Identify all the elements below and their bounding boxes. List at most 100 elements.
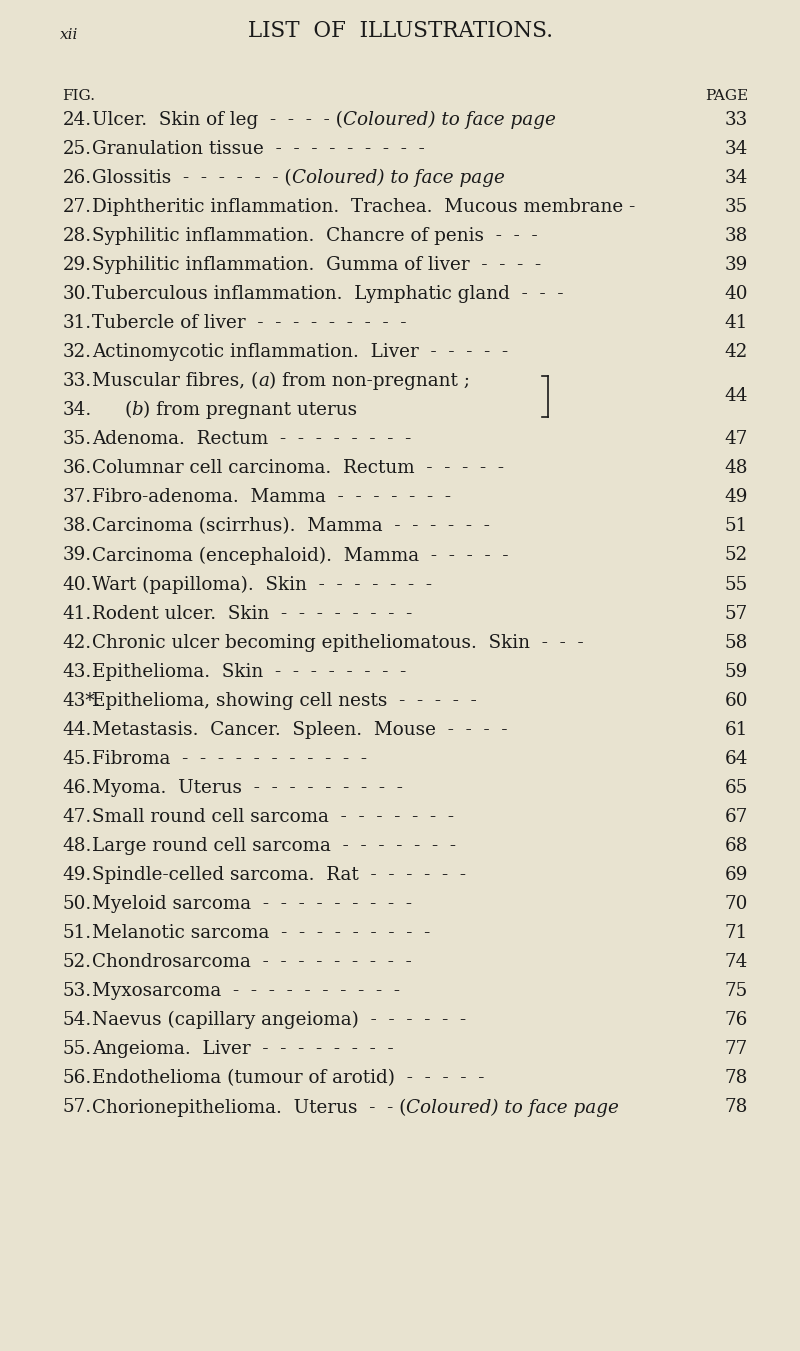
Text: 60: 60 bbox=[725, 692, 748, 709]
Text: a: a bbox=[258, 372, 270, 390]
Text: (: ( bbox=[124, 401, 131, 419]
Text: Granulation tissue  -  -  -  -  -  -  -  -  -: Granulation tissue - - - - - - - - - bbox=[92, 139, 425, 158]
Text: Carcinoma (scirrhus).  Mamma  -  -  -  -  -  -: Carcinoma (scirrhus). Mamma - - - - - - bbox=[92, 517, 490, 535]
Text: Fibro-adenoma.  Mamma  -  -  -  -  -  -  -: Fibro-adenoma. Mamma - - - - - - - bbox=[92, 489, 451, 507]
Text: 34: 34 bbox=[725, 139, 748, 158]
Text: b: b bbox=[131, 401, 143, 419]
Text: 42: 42 bbox=[725, 343, 748, 361]
Text: 43*.: 43*. bbox=[62, 692, 101, 709]
Text: 78: 78 bbox=[725, 1098, 748, 1116]
Text: Columnar cell carcinoma.  Rectum  -  -  -  -  -: Columnar cell carcinoma. Rectum - - - - … bbox=[92, 459, 504, 477]
Text: Myxosarcoma  -  -  -  -  -  -  -  -  -  -: Myxosarcoma - - - - - - - - - - bbox=[92, 982, 400, 1000]
Text: Large round cell sarcoma  -  -  -  -  -  -  -: Large round cell sarcoma - - - - - - - bbox=[92, 836, 456, 855]
Text: 26.: 26. bbox=[62, 169, 91, 186]
Text: Metastasis.  Cancer.  Spleen.  Mouse  -  -  -  -: Metastasis. Cancer. Spleen. Mouse - - - … bbox=[92, 721, 507, 739]
Text: Coloured) to face page: Coloured) to face page bbox=[292, 169, 505, 188]
Text: 53.: 53. bbox=[62, 982, 91, 1000]
Text: Tuberculous inflammation.  Lymphatic gland  -  -  -: Tuberculous inflammation. Lymphatic glan… bbox=[92, 285, 563, 303]
Text: 42.: 42. bbox=[62, 634, 91, 651]
Text: ) from pregnant uterus: ) from pregnant uterus bbox=[143, 401, 357, 420]
Text: Coloured) to face page: Coloured) to face page bbox=[406, 1098, 619, 1117]
Text: 34.: 34. bbox=[62, 401, 92, 419]
Text: 68: 68 bbox=[725, 836, 748, 855]
Text: 31.: 31. bbox=[62, 313, 91, 332]
Text: Tubercle of liver  -  -  -  -  -  -  -  -  -: Tubercle of liver - - - - - - - - - bbox=[92, 313, 406, 332]
Text: Carcinoma (encephaloid).  Mamma  -  -  -  -  -: Carcinoma (encephaloid). Mamma - - - - - bbox=[92, 546, 509, 565]
Text: 71: 71 bbox=[725, 924, 748, 942]
Text: 39: 39 bbox=[725, 257, 748, 274]
Text: 48.: 48. bbox=[62, 836, 92, 855]
Text: 33.: 33. bbox=[62, 372, 91, 390]
Text: 41: 41 bbox=[725, 313, 748, 332]
Text: 74: 74 bbox=[725, 952, 748, 971]
Text: 58: 58 bbox=[725, 634, 748, 651]
Text: 27.: 27. bbox=[62, 197, 91, 216]
Text: 40: 40 bbox=[725, 285, 748, 303]
Text: 54.: 54. bbox=[62, 1011, 92, 1029]
Text: 44: 44 bbox=[725, 386, 748, 405]
Text: Ulcer.  Skin of leg  -  -  -  - (: Ulcer. Skin of leg - - - - ( bbox=[92, 111, 343, 130]
Text: Actinomycotic inflammation.  Liver  -  -  -  -  -: Actinomycotic inflammation. Liver - - - … bbox=[92, 343, 508, 361]
Text: 47.: 47. bbox=[62, 808, 92, 825]
Text: 61: 61 bbox=[725, 721, 748, 739]
Text: 38: 38 bbox=[725, 227, 748, 245]
Text: 32.: 32. bbox=[62, 343, 91, 361]
Text: 76: 76 bbox=[725, 1011, 748, 1029]
Text: LIST  OF  ILLUSTRATIONS.: LIST OF ILLUSTRATIONS. bbox=[247, 20, 553, 42]
Text: 41.: 41. bbox=[62, 605, 92, 623]
Text: 77: 77 bbox=[725, 1040, 748, 1058]
Text: Angeioma.  Liver  -  -  -  -  -  -  -  -: Angeioma. Liver - - - - - - - - bbox=[92, 1040, 394, 1058]
Text: Naevus (capillary angeioma)  -  -  -  -  -  -: Naevus (capillary angeioma) - - - - - - bbox=[92, 1011, 466, 1029]
Text: 57: 57 bbox=[725, 605, 748, 623]
Text: Syphilitic inflammation.  Gumma of liver  -  -  -  -: Syphilitic inflammation. Gumma of liver … bbox=[92, 257, 541, 274]
Text: Diphtheritic inflammation.  Trachea.  Mucous membrane -: Diphtheritic inflammation. Trachea. Muco… bbox=[92, 197, 635, 216]
Text: Spindle-celled sarcoma.  Rat  -  -  -  -  -  -: Spindle-celled sarcoma. Rat - - - - - - bbox=[92, 866, 466, 884]
Text: 35: 35 bbox=[725, 197, 748, 216]
Text: 55.: 55. bbox=[62, 1040, 91, 1058]
Text: 64: 64 bbox=[725, 750, 748, 767]
Text: 51: 51 bbox=[725, 517, 748, 535]
Text: Fibroma  -  -  -  -  -  -  -  -  -  -  -: Fibroma - - - - - - - - - - - bbox=[92, 750, 367, 767]
Text: 39.: 39. bbox=[62, 546, 91, 565]
Text: xii: xii bbox=[60, 28, 78, 42]
Text: 37.: 37. bbox=[62, 489, 91, 507]
Text: 35.: 35. bbox=[62, 430, 91, 449]
Text: Epithelioma, showing cell nests  -  -  -  -  -: Epithelioma, showing cell nests - - - - … bbox=[92, 692, 477, 709]
Text: Chronic ulcer becoming epitheliomatous.  Skin  -  -  -: Chronic ulcer becoming epitheliomatous. … bbox=[92, 634, 584, 651]
Text: Melanotic sarcoma  -  -  -  -  -  -  -  -  -: Melanotic sarcoma - - - - - - - - - bbox=[92, 924, 430, 942]
Text: PAGE: PAGE bbox=[705, 89, 748, 103]
Text: Endothelioma (tumour of arotid)  -  -  -  -  -: Endothelioma (tumour of arotid) - - - - … bbox=[92, 1069, 484, 1088]
Text: 52.: 52. bbox=[62, 952, 91, 971]
Text: 43.: 43. bbox=[62, 662, 92, 681]
Text: Myoma.  Uterus  -  -  -  -  -  -  -  -  -: Myoma. Uterus - - - - - - - - - bbox=[92, 778, 403, 797]
Text: Epithelioma.  Skin  -  -  -  -  -  -  -  -: Epithelioma. Skin - - - - - - - - bbox=[92, 662, 406, 681]
Text: 48: 48 bbox=[725, 459, 748, 477]
Text: Syphilitic inflammation.  Chancre of penis  -  -  -: Syphilitic inflammation. Chancre of peni… bbox=[92, 227, 538, 245]
Text: 49: 49 bbox=[725, 489, 748, 507]
Text: 67: 67 bbox=[725, 808, 748, 825]
Text: ) from non-pregnant ;: ) from non-pregnant ; bbox=[270, 372, 470, 390]
Text: 30.: 30. bbox=[62, 285, 92, 303]
Text: 45.: 45. bbox=[62, 750, 92, 767]
Text: 36.: 36. bbox=[62, 459, 92, 477]
Text: Chorionepithelioma.  Uterus  -  - (: Chorionepithelioma. Uterus - - ( bbox=[92, 1098, 406, 1117]
Text: Small round cell sarcoma  -  -  -  -  -  -  -: Small round cell sarcoma - - - - - - - bbox=[92, 808, 454, 825]
Text: 47: 47 bbox=[725, 430, 748, 449]
Text: 69: 69 bbox=[725, 866, 748, 884]
Text: 38.: 38. bbox=[62, 517, 92, 535]
Text: 57.: 57. bbox=[62, 1098, 91, 1116]
Text: 75: 75 bbox=[725, 982, 748, 1000]
Text: Coloured) to face page: Coloured) to face page bbox=[343, 111, 556, 130]
Text: 29.: 29. bbox=[62, 257, 91, 274]
Text: Muscular fibres, (: Muscular fibres, ( bbox=[92, 372, 258, 390]
Text: 70: 70 bbox=[725, 894, 748, 913]
Text: 49.: 49. bbox=[62, 866, 92, 884]
Text: 56.: 56. bbox=[62, 1069, 92, 1088]
Text: 28.: 28. bbox=[62, 227, 91, 245]
Text: Wart (papilloma).  Skin  -  -  -  -  -  -  -: Wart (papilloma). Skin - - - - - - - bbox=[92, 576, 432, 594]
Text: 46.: 46. bbox=[62, 778, 92, 797]
Text: 34: 34 bbox=[725, 169, 748, 186]
Text: 24.: 24. bbox=[62, 111, 91, 128]
Text: Myeloid sarcoma  -  -  -  -  -  -  -  -  -: Myeloid sarcoma - - - - - - - - - bbox=[92, 894, 412, 913]
Text: 44.: 44. bbox=[62, 721, 92, 739]
